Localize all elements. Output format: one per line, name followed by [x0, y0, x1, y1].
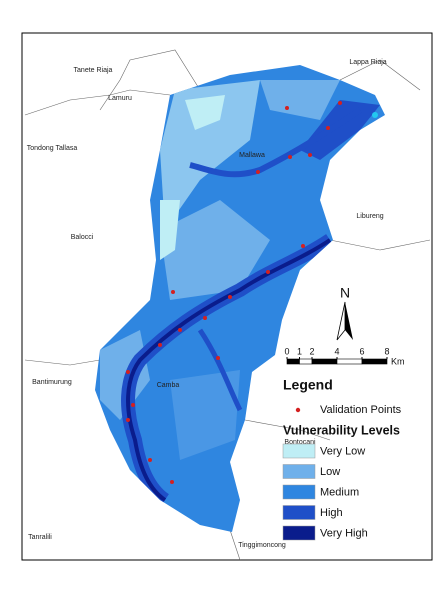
legend-swatch: [282, 484, 316, 500]
north-arrow: N: [336, 285, 353, 341]
place-label: Bontocani: [284, 439, 316, 446]
legend-level-label: High: [320, 507, 343, 519]
legend-levels-title: Vulnerability Levels: [283, 423, 400, 437]
legend-point: [295, 407, 301, 413]
place-label: Balocci: [71, 234, 94, 241]
scale-segment: [299, 358, 313, 365]
scale-label: 6: [359, 346, 364, 356]
legend-swatch: [282, 464, 316, 479]
place-label: Camba: [157, 382, 180, 389]
scale-segment: [361, 358, 388, 365]
place-label: Lappa Riaja: [349, 59, 386, 66]
boundaries: [24, 49, 431, 561]
legend-swatch: [282, 525, 316, 541]
scale-label: 4: [334, 346, 339, 356]
scale-segment: [286, 358, 300, 365]
scale-label: 0: [284, 346, 289, 356]
scale-label: 2: [309, 346, 314, 356]
legend-swatch: [282, 505, 316, 520]
place-label: Tanete Riaja: [74, 67, 113, 74]
legend: Legend Validation Points Vulnerability Lev…: [282, 377, 402, 541]
validation-points: [126, 101, 378, 484]
place-label: Tanralili: [28, 534, 52, 541]
place-label: Mallawa: [239, 152, 265, 159]
scale-unit: Km: [391, 356, 405, 366]
scale-segment: [311, 358, 338, 365]
place-label: Tinggimoncong: [238, 542, 286, 549]
legend-level-label: Low: [320, 466, 340, 478]
scale-bar: 0 1 2 4 6 8Km: [284, 346, 404, 366]
scale-label: 1: [297, 346, 302, 356]
place-label: Tondong Tallasa: [27, 145, 78, 152]
legend-swatch: [282, 443, 316, 459]
legend-level-label: Very High: [320, 527, 368, 539]
scale-label: 8: [384, 346, 389, 356]
legend-level-label: Very Low: [320, 445, 365, 457]
place-labels: Tanete Riaja Lappa Riaja Lamuru Tondong Tal…: [27, 59, 387, 549]
place-label: Bantimurung: [32, 379, 72, 386]
legend-level-label: Medium: [320, 486, 359, 498]
scale-segment: [336, 358, 363, 365]
legend-title: Legend: [283, 377, 333, 393]
north-label: N: [340, 285, 350, 301]
legend-points-label: Validation Points: [320, 404, 402, 416]
place-label: Libureng: [356, 213, 383, 220]
place-label: Lamuru: [108, 95, 132, 102]
